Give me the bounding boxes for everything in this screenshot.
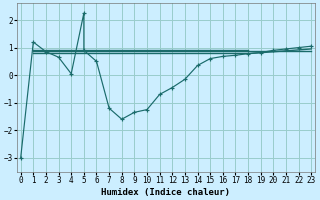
X-axis label: Humidex (Indice chaleur): Humidex (Indice chaleur) xyxy=(101,188,230,197)
